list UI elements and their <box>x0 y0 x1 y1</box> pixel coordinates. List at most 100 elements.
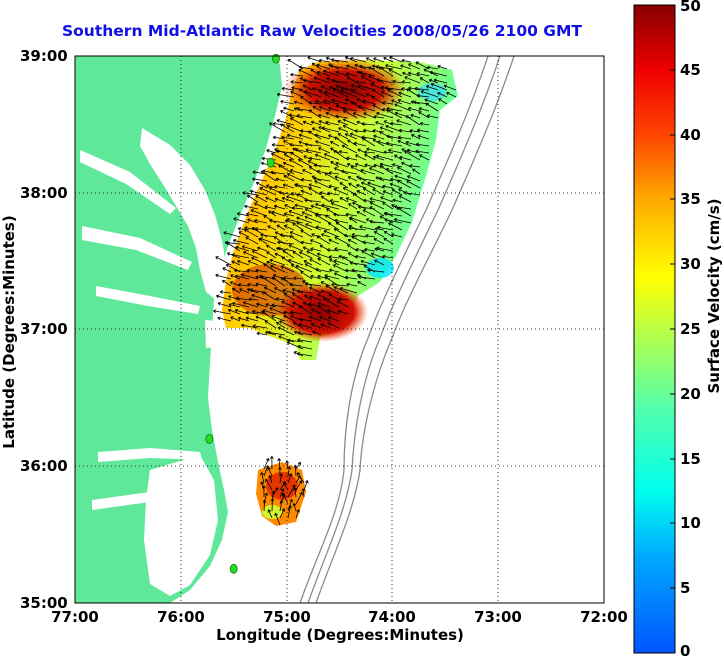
velocity-arrow <box>260 472 265 484</box>
velocity-arrow <box>297 338 313 343</box>
velocity-arrow <box>354 129 367 133</box>
bathymetry-contour <box>315 56 515 603</box>
velocity-arrows <box>213 56 457 526</box>
velocity-arrow <box>374 259 385 266</box>
velocity-arrow <box>217 316 232 322</box>
velocity-arrow <box>215 256 232 266</box>
velocity-arrow <box>259 237 277 245</box>
velocity-arrow <box>357 84 376 91</box>
velocity-arrow <box>255 315 268 322</box>
velocity-arrow <box>417 134 430 140</box>
velocity-arrow <box>377 225 394 231</box>
velocity-arrow <box>328 255 340 259</box>
velocity-arrow <box>230 274 241 280</box>
velocity-arrow <box>334 247 349 252</box>
velocity-arrow <box>292 503 297 512</box>
velocity-arrow <box>306 250 322 259</box>
velocity-arrow <box>254 227 268 231</box>
velocity-arrow <box>300 240 313 245</box>
velocity-arrow <box>360 75 376 84</box>
velocity-arrow <box>274 184 286 189</box>
velocity-arrow <box>330 140 340 147</box>
velocity-arrow <box>344 56 358 63</box>
velocity-arrow <box>266 149 277 154</box>
velocity-arrow <box>359 71 376 77</box>
velocity-arrow <box>307 56 322 63</box>
velocity-arrow <box>331 78 349 84</box>
velocity-arrow <box>317 257 331 266</box>
velocity-arrow <box>383 231 394 238</box>
velocity-arrow <box>380 85 394 91</box>
velocity-arrow <box>367 268 385 273</box>
velocity-arrow <box>290 264 304 273</box>
velocity-arrow <box>382 202 394 210</box>
velocity-arrow <box>275 177 286 182</box>
velocity-arrow <box>362 99 376 105</box>
velocity-arrow <box>300 177 313 182</box>
velocity-arrow <box>347 238 358 245</box>
velocity-arrow <box>325 285 340 294</box>
velocity-arrow <box>328 106 340 112</box>
velocity-arrow <box>363 112 376 119</box>
velocity-arrow <box>287 505 292 519</box>
velocity-arrow <box>300 189 313 196</box>
velocity-arrow <box>292 222 304 231</box>
velocity-arrow <box>267 225 277 231</box>
velocity-arrow <box>243 228 259 238</box>
velocity-arrow <box>331 58 349 63</box>
velocity-arrow <box>292 321 304 329</box>
velocity-arrow <box>315 267 331 273</box>
chesapeake-bay <box>140 128 226 300</box>
velocity-arrow <box>382 184 394 189</box>
velocity-arrow <box>283 314 295 322</box>
velocity-arrow <box>322 69 340 77</box>
velocity-arrow <box>382 254 394 259</box>
velocity-arrow <box>314 133 331 140</box>
velocity-arrow <box>375 65 394 70</box>
velocity-arrow <box>263 263 277 273</box>
velocity-arrow <box>346 156 358 161</box>
x-tick-label: 72:00 <box>580 608 628 626</box>
velocity-arrow <box>264 205 277 210</box>
velocity-arrow <box>387 89 403 98</box>
velocity-arrow <box>383 150 394 155</box>
velocity-arrow <box>296 216 313 224</box>
velocity-arrow <box>342 118 358 126</box>
velocity-arrow <box>289 282 304 287</box>
velocity-arrow <box>382 100 394 105</box>
velocity-arrow <box>234 268 250 273</box>
velocity-arrow <box>276 119 295 126</box>
velocity-arrow <box>310 204 322 210</box>
velocity-arrow <box>404 150 421 161</box>
velocity-arrow <box>249 288 268 294</box>
velocity-arrow <box>426 65 439 70</box>
velocity-arrow <box>294 203 313 210</box>
velocity-arrow <box>238 231 250 238</box>
y-tick-label: 36:00 <box>20 457 68 475</box>
velocity-arrow <box>342 106 358 112</box>
velocity-arrow <box>334 236 349 245</box>
velocity-arrow <box>281 135 295 140</box>
velocity-arrow <box>262 499 267 512</box>
velocity-arrow <box>231 260 241 266</box>
velocity-arrow <box>298 68 313 77</box>
velocity-arrow <box>437 91 448 98</box>
velocity-arrow <box>335 221 349 231</box>
velocity-arrow <box>376 246 394 252</box>
velocity-arrow <box>398 195 412 203</box>
velocity-arrow <box>247 260 259 266</box>
velocity-arrow <box>286 341 304 350</box>
velocity-arrow <box>308 156 322 161</box>
velocity-arrow <box>296 352 313 357</box>
velocity-arrow <box>317 293 331 301</box>
velocity-arrow <box>388 222 403 231</box>
velocity-arrow <box>282 161 295 168</box>
velocity-arrow <box>375 154 394 161</box>
velocity-arrow <box>346 282 358 287</box>
velocity-arrow <box>231 253 250 259</box>
velocity-arrow <box>310 323 322 329</box>
velocity-arrow <box>384 218 403 224</box>
estuary <box>82 226 192 270</box>
velocity-arrow <box>412 168 421 175</box>
velocity-arrow <box>264 320 277 329</box>
